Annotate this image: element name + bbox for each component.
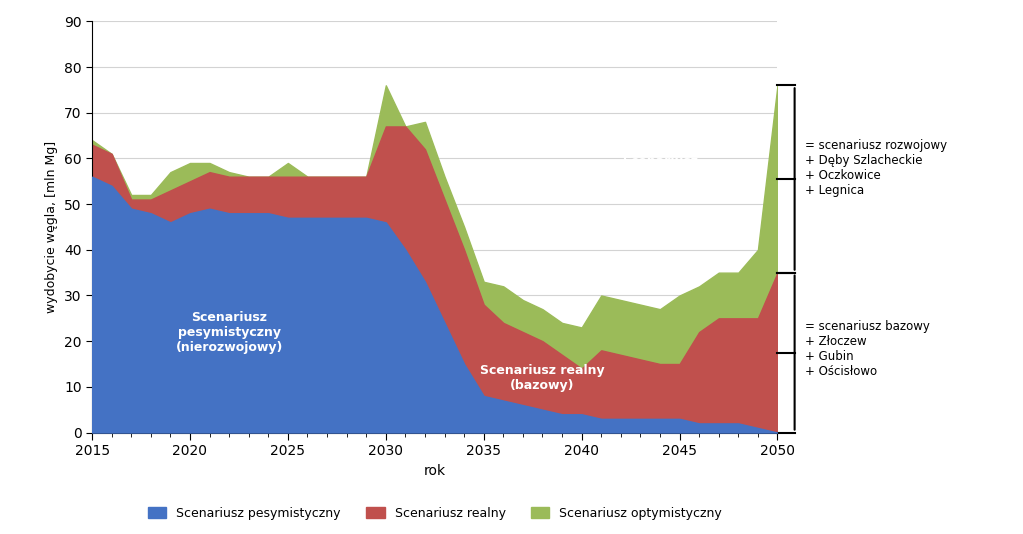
Text: Scenariusz
optymistyczny
(rozwojowy): Scenariusz optymistyczny (rozwojowy) [610, 155, 711, 198]
X-axis label: rok: rok [424, 464, 446, 478]
Text: Scenariusz
pesymistyczny
(nierozwojowy): Scenariusz pesymistyczny (nierozwojowy) [176, 311, 282, 354]
Text: = scenariusz rozwojowy
+ Dęby Szlacheckie
+ Oczkowice
+ Legnica: = scenariusz rozwojowy + Dęby Szlachecki… [805, 139, 947, 197]
Text: Scenariusz realny
(bazowy): Scenariusz realny (bazowy) [480, 364, 605, 392]
Text: = scenariusz bazowy
+ Złoczew
+ Gubin
+ Ościsłowo: = scenariusz bazowy + Złoczew + Gubin + … [805, 320, 930, 379]
Legend: Scenariusz pesymistyczny, Scenariusz realny, Scenariusz optymistyczny: Scenariusz pesymistyczny, Scenariusz rea… [142, 502, 727, 525]
Y-axis label: wydobycie węgla, [mln Mg]: wydobycie węgla, [mln Mg] [45, 141, 58, 313]
